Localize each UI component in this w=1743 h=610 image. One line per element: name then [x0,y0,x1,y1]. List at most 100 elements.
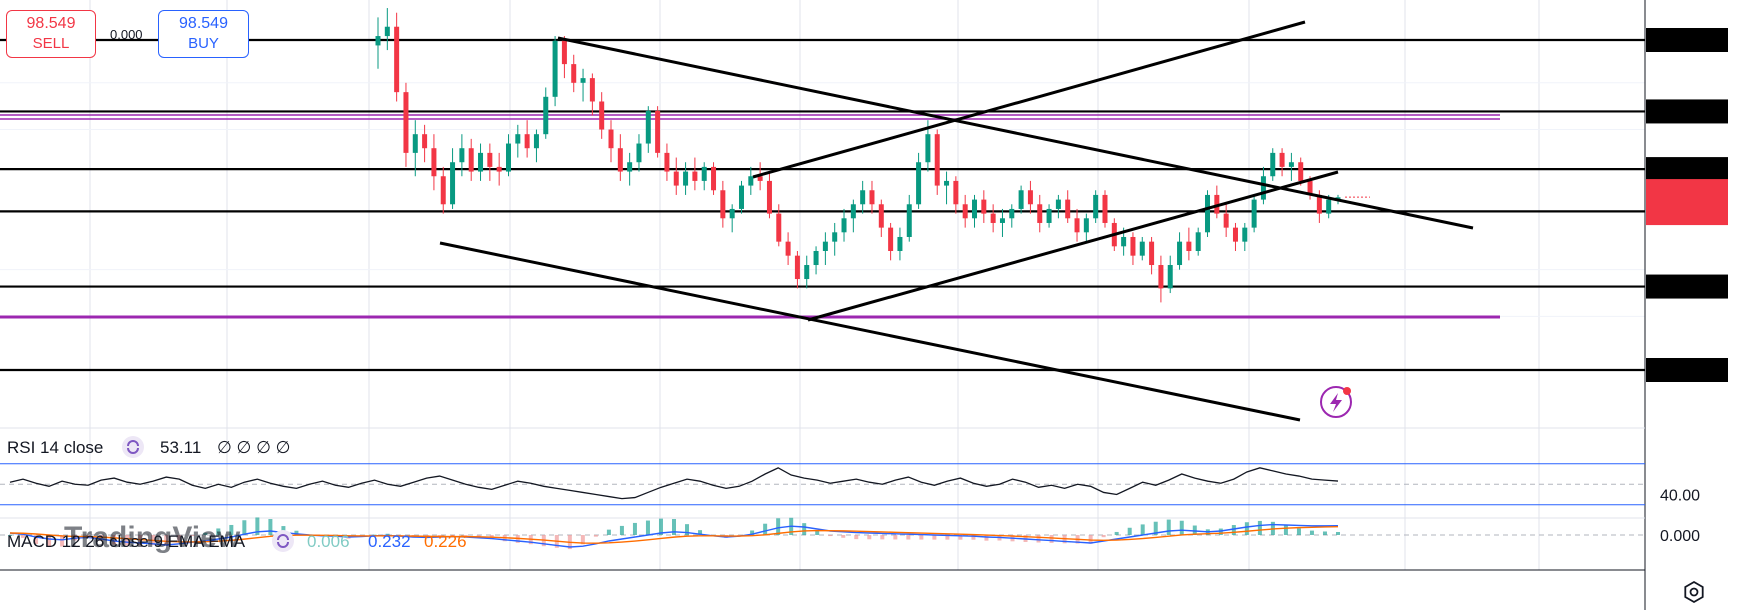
candle-body [403,92,409,153]
macd-histogram-bar [1166,519,1171,535]
spread-value: 0.000 [110,27,143,42]
candle [617,134,623,181]
candle [533,129,539,163]
macd-histogram-bar [593,535,598,537]
candle [934,129,940,195]
grid-lines [0,0,1646,610]
candle [1232,222,1238,251]
rsi-label: RSI 14 close [7,438,103,457]
candle [1158,255,1164,303]
macd-hist-value: 0.006 [307,532,350,551]
candle [766,171,772,219]
candle [822,232,828,266]
candle [1018,185,1024,214]
macd-histogram-bar [815,530,820,535]
candle-body [1027,190,1033,205]
candle [450,148,456,209]
candle [1205,190,1211,237]
price-axis[interactable] [1646,0,1743,610]
sell-label: SELL [32,35,70,52]
candle [1242,222,1248,251]
candle [850,199,856,233]
candle-body [804,265,810,280]
candle-body [1074,218,1080,233]
candle-body [1270,152,1276,177]
candle-body [664,152,670,172]
macd-histogram-bar [658,518,663,535]
macd-histogram-bar [893,535,898,540]
candle [1288,152,1294,181]
candle-body [738,185,744,209]
candle-body [673,171,679,186]
lightning-icon[interactable] [1320,386,1352,418]
candle [608,120,614,163]
refresh-icon[interactable] [272,530,294,552]
candle-body [720,190,726,219]
price-axis-background [1646,0,1743,610]
candle-body [794,255,800,280]
candle-body [701,166,707,181]
candle [711,162,717,195]
macd-histogram-bar [1101,535,1106,538]
candle [1009,204,1015,228]
candle-body [478,152,484,172]
candle-body [888,227,894,251]
candle [496,152,502,186]
candle [505,134,511,177]
macd-histogram-bar [21,535,26,538]
candle-body [468,148,474,172]
candle [878,199,884,237]
macd-pane [0,517,1645,550]
candle-body [748,176,754,186]
macd-histogram-bar [463,535,468,537]
candle [384,8,390,51]
candle [860,180,866,214]
price-level-tag [1646,28,1728,52]
candle-body [459,148,465,163]
candle-body [375,36,381,46]
candle-body [1242,227,1248,242]
buy-price: 98.549 [179,15,228,32]
refresh-icon[interactable] [122,436,144,458]
candle [692,157,698,191]
macd-histogram-bar [750,530,755,535]
settings-gear-icon[interactable] [1682,580,1706,604]
macd-histogram-bar [255,517,260,535]
macd-histogram-bar [177,535,182,541]
candle-body [692,171,698,181]
candle-body [1316,194,1322,214]
macd-histogram-bar [971,535,976,540]
candle-body [1037,204,1043,223]
macd-histogram-bar [1296,528,1301,535]
candle-body [878,204,884,228]
macd-histogram-bar [580,535,585,545]
macd-histogram-bar [164,535,169,546]
candle-body [571,64,577,83]
macd-histogram-bar [906,535,911,540]
candle-body [655,110,661,153]
macd-histogram-bar [632,522,637,535]
candle [1214,185,1220,219]
candle-body [897,236,903,251]
macd-histogram-bar [1036,535,1041,543]
candle [962,194,968,228]
sell-button[interactable]: 98.549 SELL [6,10,96,58]
candle [785,232,791,266]
macd-histogram-bar [216,528,221,535]
candle-body [944,180,950,186]
macd-histogram-bar [698,530,703,535]
candle-body [683,171,689,186]
candle [394,12,400,102]
candle-body [580,78,586,83]
candle-body [394,26,400,93]
buy-button[interactable]: 98.549 BUY [158,10,249,58]
macd-histogram-bar [229,524,234,535]
candle-body [1167,265,1173,289]
trendline [752,20,1306,179]
candle-body [1186,241,1192,251]
macd-histogram-bar [984,535,989,541]
candle-body [1055,199,1061,209]
candle [729,204,735,233]
candle [487,143,493,181]
